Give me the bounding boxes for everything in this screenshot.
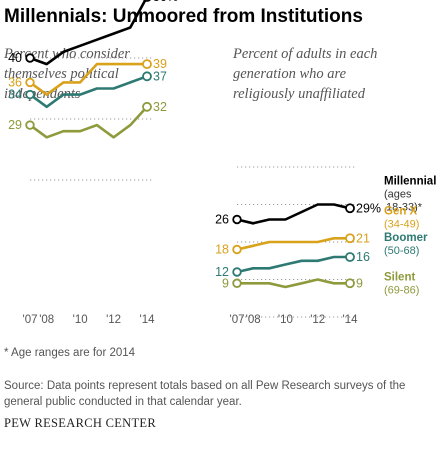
start-point-marker — [25, 120, 35, 130]
right-panel-subtitle: Percent of adults in each generation who… — [233, 46, 378, 102]
legend-name-millennial: Millennial — [384, 175, 436, 187]
credit: PEW RESEARCH CENTER — [4, 416, 157, 430]
end-point-marker — [345, 203, 355, 214]
series-line-silent — [237, 278, 350, 289]
x-tick-label: '08 — [246, 314, 261, 326]
age-note: * Age ranges are for 2014 — [4, 347, 136, 359]
start-value-label: 29 — [8, 118, 22, 132]
x-tick-label: '08 — [39, 314, 54, 326]
end-value-label: 32 — [153, 100, 167, 114]
legend-name-boomer: Boomer — [384, 232, 428, 244]
end-point-marker — [143, 0, 151, 2]
end-value-label: 50% — [153, 0, 178, 4]
series-line-boomer — [236, 255, 350, 274]
left-panel-chart: '07'08 '10 '12 '14 40 50% 36 39 34 37 29 32 — [8, 0, 178, 326]
start-value-label: 12 — [215, 265, 229, 279]
series-line-gen-x — [29, 62, 147, 96]
end-point-marker — [142, 71, 152, 82]
chart-title: Millennials: Unmoored from Institutions — [4, 6, 363, 27]
legend-name-silent: Silent — [384, 271, 415, 283]
end-point-marker — [345, 252, 355, 262]
end-point-marker — [345, 278, 355, 289]
end-value-label: 29% — [356, 201, 381, 215]
start-value-label: 34 — [8, 88, 22, 102]
end-point-marker — [345, 233, 355, 244]
start-point-marker — [25, 77, 35, 88]
legend-ages-millennial: (ages — [384, 188, 412, 200]
end-point-marker — [142, 101, 152, 112]
x-tick-label: '10 — [73, 314, 88, 326]
series-line-millennial — [29, 0, 147, 66]
series-line-millennial — [236, 203, 351, 225]
start-value-label: 18 — [215, 243, 229, 257]
end-point-marker — [142, 59, 152, 69]
series-line-gen-x — [236, 237, 350, 251]
end-value-label: 37 — [153, 69, 167, 83]
x-tick-label: '07 — [230, 314, 245, 326]
x-tick-label: '10 — [278, 314, 293, 326]
legend-ages-boomer: (50-68) — [384, 245, 419, 257]
source-note: Source: Data points represent totals bas… — [4, 380, 406, 408]
start-point-marker — [232, 244, 242, 255]
start-point-marker — [25, 53, 35, 63]
legend-ages-millennial: 18-33)* — [386, 201, 423, 213]
end-value-label: 16 — [356, 250, 370, 264]
end-value-label: 9 — [356, 276, 363, 290]
right-panel-chart: '07'08 '10 '12 '14 26 29% Millennial(ages18-33… — [215, 166, 436, 326]
x-tick-label: '12 — [106, 314, 121, 326]
legend-name-gen-x: Gen X — [384, 205, 418, 217]
series-line-boomer — [29, 75, 148, 109]
series-line-silent — [29, 105, 148, 139]
start-point-marker — [25, 89, 35, 100]
start-value-label: 26 — [215, 213, 229, 227]
start-point-marker — [232, 278, 242, 288]
end-value-label: 39 — [153, 57, 167, 71]
start-value-label: 36 — [8, 75, 22, 89]
x-tick-label: '14 — [140, 314, 156, 326]
start-value-label: 9 — [222, 276, 229, 290]
end-value-label: 21 — [356, 231, 370, 245]
start-point-marker — [232, 267, 242, 277]
legend-ages-gen-x: (34-49) — [384, 218, 419, 230]
legend-ages-silent: (69-86) — [384, 284, 419, 296]
x-tick-label: '12 — [310, 314, 325, 326]
x-tick-label: '07 — [23, 314, 38, 326]
x-tick-label: '14 — [343, 314, 359, 326]
start-point-marker — [232, 214, 242, 225]
start-value-label: 40 — [8, 51, 22, 65]
